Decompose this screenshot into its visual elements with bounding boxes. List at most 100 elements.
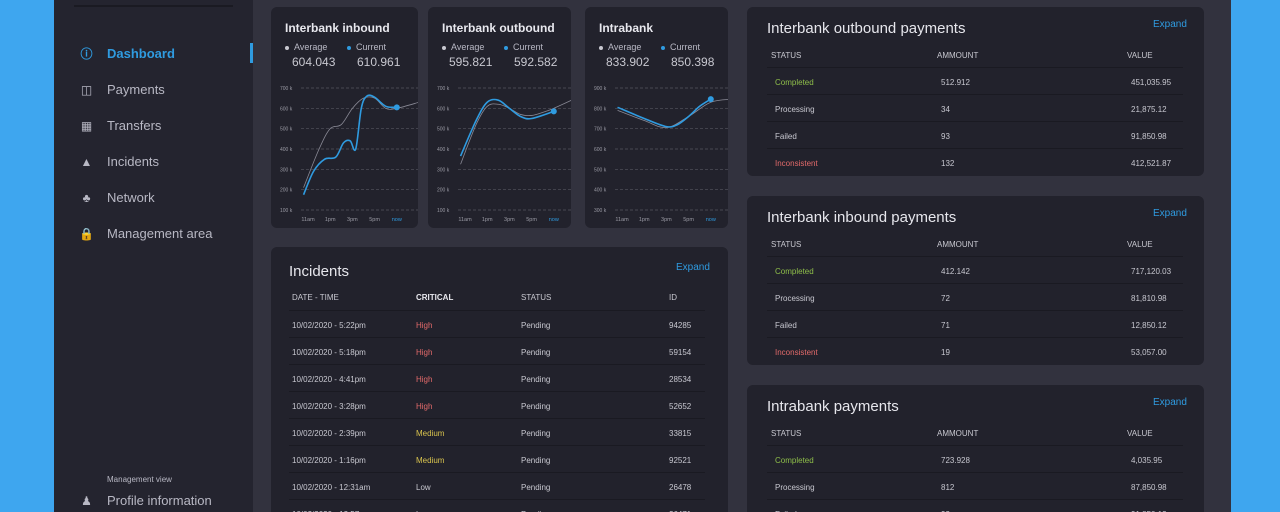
- y-tick-label: 500 k: [594, 167, 607, 173]
- expand-link[interactable]: Expand: [1153, 19, 1187, 30]
- table-row[interactable]: Completed 512.912 451,035.95: [767, 67, 1183, 94]
- table-cell: 53,057.00: [1131, 348, 1167, 357]
- table-row[interactable]: Inconsistent 19 53,057.00: [767, 337, 1183, 364]
- y-tick-label: 700 k: [594, 127, 607, 133]
- x-tick-label: 3pm: [347, 217, 358, 223]
- table-cell: Pending: [521, 402, 551, 411]
- sidebar-item-label: Network: [107, 190, 155, 205]
- table-cell: High: [416, 375, 433, 384]
- y-tick-label: 600 k: [437, 106, 450, 112]
- table-row[interactable]: Completed 412.142 717,120.03: [767, 256, 1183, 283]
- table-cell: 10/02/2020 - 3:28pm: [292, 402, 366, 411]
- network-icon: ♣: [82, 190, 91, 205]
- sidebar-item-network[interactable]: ♣ Network: [80, 190, 155, 205]
- series-line-current: [617, 98, 712, 128]
- table-cell: Pending: [521, 348, 551, 357]
- x-tick-label: 5pm: [683, 217, 694, 223]
- sidebar-item-transfers[interactable]: ▦ Transfers: [80, 118, 162, 133]
- sidebar-item-payments[interactable]: ◫ Payments: [80, 82, 165, 97]
- table-row[interactable]: 10/02/2020 - 1:16pm Medium Pending 92521: [289, 445, 705, 472]
- y-tick-label: 300 k: [594, 208, 607, 214]
- table-cell: 717,120.03: [1131, 267, 1172, 276]
- table-row[interactable]: Failed 93 91,850.12: [767, 499, 1183, 512]
- table-cell: 94285: [669, 321, 692, 330]
- table-cell: Processing: [775, 105, 815, 114]
- user-icon: ♟: [81, 493, 92, 508]
- table-cell: 52652: [669, 402, 692, 411]
- table-row[interactable]: Failed 93 91,850.98: [767, 121, 1183, 148]
- column-header: CRITICAL: [416, 293, 454, 302]
- table-row[interactable]: Completed 723.928 4,035.95: [767, 445, 1183, 472]
- average-dot-icon: [442, 45, 446, 50]
- table-row[interactable]: 10/02/2020 - 4:41pm High Pending 28534: [289, 364, 705, 391]
- table-cell: High: [416, 402, 433, 411]
- expand-link[interactable]: Expand: [676, 262, 710, 273]
- column-header: VALUE: [1127, 429, 1153, 438]
- sidebar-item-label: Payments: [107, 82, 165, 97]
- active-indicator: [250, 43, 253, 63]
- table-row[interactable]: 10/02/2020 - 12:31am Low Pending 26478: [289, 472, 705, 499]
- table-cell: 33815: [669, 429, 692, 438]
- chart-plot: 100 k 200 k 300 k 400 k 500 k 600 k 700 k 11am 1…: [437, 86, 571, 223]
- legend-label: Current: [670, 42, 701, 52]
- table-row[interactable]: Processing 34 21,875.12: [767, 94, 1183, 121]
- table-cell: Failed: [775, 510, 797, 512]
- x-tick-label: 3pm: [504, 217, 515, 223]
- table-cell: 71: [941, 321, 950, 330]
- current-point[interactable]: [550, 108, 557, 115]
- table-cell: 10/02/2020 - 5:22pm: [292, 321, 366, 330]
- table-cell: Pending: [521, 375, 551, 384]
- current-point[interactable]: [707, 96, 714, 103]
- table-row[interactable]: Processing 812 87,850.98: [767, 472, 1183, 499]
- current-value: 850.398: [671, 55, 715, 69]
- series-line-average: [303, 96, 418, 188]
- y-tick-label: 200 k: [280, 188, 293, 194]
- chart-plot: 300 k 400 k 500 k 600 k 700 k 800 k 900 k 11am 1…: [594, 86, 728, 223]
- sidebar-item-label: Management area: [107, 226, 213, 241]
- expand-link[interactable]: Expand: [1153, 397, 1187, 408]
- sidebar-item-label: Profile information: [107, 493, 212, 508]
- table-cell: 19: [941, 348, 950, 357]
- table-row[interactable]: 10/02/2020 - 2:39pm Medium Pending 33815: [289, 418, 705, 445]
- current-point[interactable]: [393, 104, 400, 111]
- sidebar-item-management-area[interactable]: 🔒 Management area: [79, 226, 213, 241]
- legend-average: Average: [285, 42, 327, 52]
- table-cell: 412,521.87: [1131, 159, 1172, 168]
- table-cell: 72: [941, 294, 950, 303]
- table-cell: 10/02/2020 - 12:31am: [292, 483, 371, 492]
- table-row[interactable]: 10/02/2020 - 5:18pm High Pending 59154: [289, 337, 705, 364]
- table-cell: 34: [941, 105, 950, 114]
- table-row[interactable]: Processing 72 81,810.98: [767, 283, 1183, 310]
- card-title: Intrabank payments: [767, 398, 899, 415]
- grid-icon: ▦: [80, 118, 93, 133]
- sidebar-item-profile[interactable]: ♟ Profile information: [80, 493, 212, 508]
- table-cell: 91,850.98: [1131, 132, 1167, 141]
- table-cell: Pending: [521, 321, 551, 330]
- dashboard-layout-icon: ◫: [80, 82, 93, 97]
- table-row[interactable]: Inconsistent 132 412,521.87: [767, 148, 1183, 175]
- table-cell: 12,850.12: [1131, 321, 1167, 330]
- average-dot-icon: [285, 45, 289, 50]
- expand-link[interactable]: Expand: [1153, 208, 1187, 219]
- payments-card: Intrabank payments Expand STATUS AMMOUNT VA…: [747, 385, 1204, 512]
- x-tick-label: 1pm: [325, 217, 336, 223]
- table-row[interactable]: Failed 71 12,850.12: [767, 310, 1183, 337]
- payments-card: Interbank inbound payments Expand STATUS A…: [747, 196, 1204, 365]
- table-row[interactable]: 10/02/2020 - 5:22pm High Pending 94285: [289, 310, 705, 337]
- sidebar-item-incidents[interactable]: ▲ Incidents: [80, 154, 160, 169]
- chart-title: Interbank outbound: [442, 21, 555, 35]
- column-header: STATUS: [771, 51, 802, 60]
- sidebar-item-dashboard[interactable]: ⓘ Dashboard: [80, 46, 174, 61]
- table-cell: 512.912: [941, 78, 970, 87]
- series-line-current: [302, 94, 397, 196]
- table-cell: 412.142: [941, 267, 970, 276]
- column-header: STATUS: [771, 429, 802, 438]
- y-tick-label: 800 k: [594, 106, 607, 112]
- current-dot-icon: [661, 45, 665, 50]
- table-cell: Failed: [775, 321, 797, 330]
- table-cell: Pending: [521, 483, 551, 492]
- table-row[interactable]: 10/02/2020 - 3:28pm High Pending 52652: [289, 391, 705, 418]
- table-row[interactable]: 10/02/2020 - 12:57am Low Pending 26471: [289, 499, 705, 512]
- column-header: VALUE: [1127, 240, 1153, 249]
- table-cell: 723.928: [941, 456, 970, 465]
